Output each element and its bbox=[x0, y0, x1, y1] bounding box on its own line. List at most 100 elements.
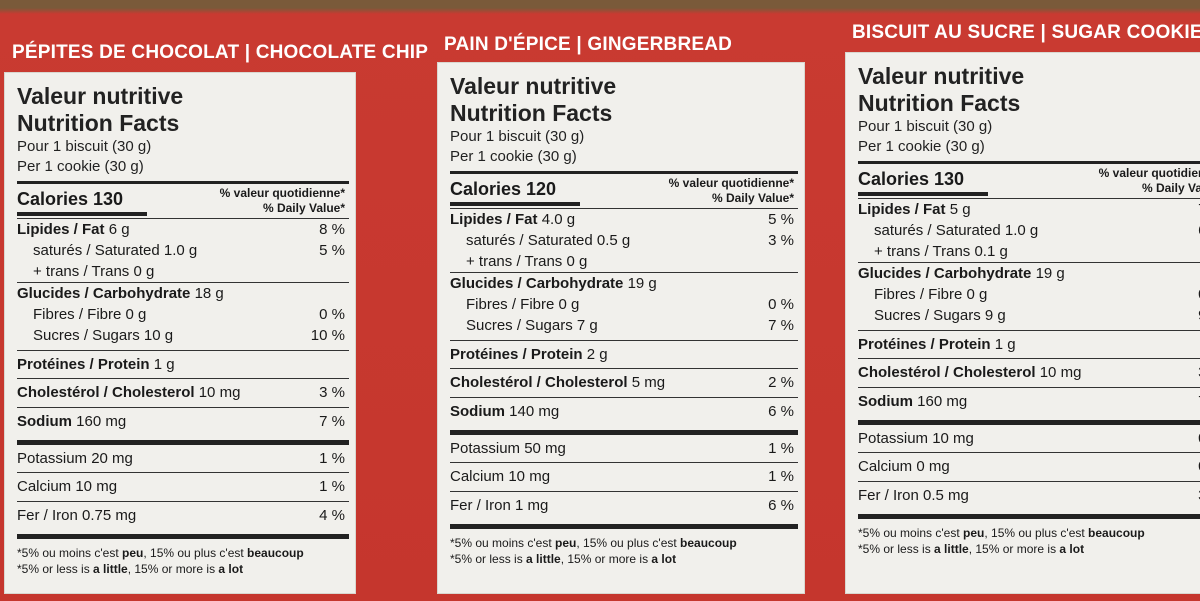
protein-row: Protéines / Protein 1 g bbox=[858, 331, 1200, 358]
flavor-label-sugar-cookie: BISCUIT AU SUCRE | SUGAR COOKIE bbox=[852, 22, 1200, 43]
fibre-row: Fibres / Fibre 0 g 0 % bbox=[858, 284, 1200, 305]
protein-label: Protéines / Protein bbox=[858, 336, 991, 353]
fat-label: Lipides / Fat bbox=[17, 221, 105, 238]
footnote-en: *5% or less is a little, 15% or more is … bbox=[450, 552, 677, 566]
cholesterol-pct: 2 % bbox=[768, 374, 794, 391]
nutrition-panel-sugar-cookie: Valeur nutritive Nutrition Facts Pour 1 … bbox=[845, 52, 1200, 594]
protein-row: Protéines / Protein 2 g bbox=[450, 341, 798, 368]
calories: Calories 120 bbox=[450, 179, 557, 199]
carb-label: Glucides / Carbohydrate bbox=[858, 265, 1032, 282]
fibre-label: Fibres / Fibre 0 g bbox=[466, 296, 580, 313]
cholesterol-label: Cholestérol / Cholesterol bbox=[858, 364, 1036, 381]
divider bbox=[450, 340, 798, 341]
carb-row: Glucides / Carbohydrate 19 g bbox=[858, 263, 1200, 284]
title-en: Nutrition Facts bbox=[17, 110, 180, 136]
flavor-label-chocolate-chip: PÉPITES DE CHOCOLAT | CHOCOLATE CHIP bbox=[12, 42, 429, 63]
divider bbox=[858, 452, 1200, 453]
title-en: Nutrition Facts bbox=[858, 90, 1021, 116]
saturated-pct: 3 % bbox=[768, 232, 794, 249]
iron-label: Fer / Iron 0.75 mg bbox=[17, 507, 137, 524]
fibre-row: Fibres / Fibre 0 g 0 % bbox=[17, 304, 349, 325]
sodium-pct: 6 % bbox=[768, 403, 794, 420]
dv-fr: % valeur quotidienne* bbox=[1098, 166, 1200, 180]
flavor-label-gingerbread: PAIN D'ÉPICE | GINGERBREAD bbox=[444, 34, 733, 55]
dv-en: % Daily Value* bbox=[1141, 181, 1200, 195]
nutrition-panel-gingerbread: Valeur nutritive Nutrition Facts Pour 1 … bbox=[437, 62, 805, 594]
divider bbox=[858, 358, 1200, 359]
protein-amount: 1 g bbox=[994, 336, 1016, 353]
footnote-fr: *5% ou moins c'est peu, 15% ou plus c'es… bbox=[858, 526, 1145, 540]
calcium-row: Calcium 10 mg 1 % bbox=[17, 473, 349, 501]
iron-pct: 4 % bbox=[319, 507, 345, 524]
dv-fr: % valeur quotidienne* bbox=[219, 186, 345, 200]
dv-en: % Daily Value* bbox=[262, 201, 345, 215]
fibre-pct: 0 % bbox=[1198, 284, 1200, 305]
trans-row: + trans / Trans 0 g bbox=[466, 253, 588, 270]
carb-amount: 19 g bbox=[1035, 265, 1065, 282]
fibre-label: Fibres / Fibre 0 g bbox=[33, 306, 147, 323]
footnote-en: *5% or less is a little, 15% or more is … bbox=[858, 542, 1085, 556]
calories-row: Calories 130 % valeur quotidienne* % Dai… bbox=[858, 164, 1200, 198]
title-fr: Valeur nutritive bbox=[450, 73, 617, 99]
nutrition-panel-chocolate-chip: Valeur nutritive Nutrition Facts Pour 1 … bbox=[4, 72, 356, 594]
potassium-pct: 1 % bbox=[319, 450, 345, 467]
fat-pct: 8 % bbox=[319, 221, 345, 238]
potassium-label: Potassium 50 mg bbox=[450, 440, 566, 457]
fat-row: Lipides / Fat 6 g 8 % bbox=[17, 219, 349, 240]
sodium-label: Sodium bbox=[858, 393, 913, 410]
sodium-label: Sodium bbox=[450, 403, 505, 420]
divider bbox=[17, 407, 349, 408]
carb-amount: 18 g bbox=[194, 285, 224, 302]
saturated-label: saturés / Saturated 1.0 g bbox=[874, 222, 1039, 239]
divider bbox=[450, 397, 798, 398]
divider bbox=[858, 420, 1200, 425]
calcium-label: Calcium 10 mg bbox=[17, 478, 118, 495]
protein-label: Protéines / Protein bbox=[17, 356, 150, 373]
saturated-label: saturés / Saturated 0.5 g bbox=[466, 232, 631, 249]
divider bbox=[17, 501, 349, 502]
fibre-pct: 0 % bbox=[768, 296, 794, 313]
sodium-row: Sodium 140 mg 6 % bbox=[450, 398, 798, 426]
saturated-pct: 6 % bbox=[1198, 220, 1200, 241]
potassium-row: Potassium 10 mg 0 % bbox=[858, 425, 1200, 452]
protein-amount: 1 g bbox=[153, 356, 175, 373]
cholesterol-row: Cholestérol / Cholesterol 5 mg 2 % bbox=[450, 369, 798, 397]
title-en: Nutrition Facts bbox=[450, 100, 613, 126]
sugars-pct: 7 % bbox=[768, 317, 794, 334]
sodium-pct: 7 % bbox=[319, 413, 345, 430]
carb-label: Glucides / Carbohydrate bbox=[450, 275, 624, 292]
cholesterol-label: Cholestérol / Cholesterol bbox=[17, 384, 195, 401]
carb-row: Glucides / Carbohydrate 18 g bbox=[17, 283, 349, 304]
iron-label: Fer / Iron 0.5 mg bbox=[858, 487, 969, 504]
sugars-label: Sucres / Sugars 9 g bbox=[874, 307, 1006, 324]
divider bbox=[450, 368, 798, 369]
divider bbox=[450, 430, 798, 435]
footnote-en: *5% or less is a little, 15% or more is … bbox=[17, 562, 244, 576]
protein-amount: 2 g bbox=[586, 346, 608, 363]
cholesterol-amount: 10 mg bbox=[198, 384, 241, 401]
sugars-row: Sucres / Sugars 7 g 7 % bbox=[450, 315, 798, 336]
iron-pct: 3 % bbox=[1198, 482, 1200, 510]
carb-amount: 19 g bbox=[627, 275, 657, 292]
carb-row: Glucides / Carbohydrate 19 g bbox=[450, 273, 798, 294]
divider bbox=[858, 514, 1200, 519]
protein-label: Protéines / Protein bbox=[450, 346, 583, 363]
protein-row: Protéines / Protein 1 g bbox=[17, 351, 349, 378]
sodium-row: Sodium 160 mg 7 % bbox=[17, 408, 349, 436]
sodium-row: Sodium 160 mg 7 % bbox=[858, 388, 1200, 416]
sodium-label: Sodium bbox=[17, 413, 72, 430]
fat-amount: 6 g bbox=[108, 221, 130, 238]
serving-fr: Pour 1 biscuit (30 g) bbox=[858, 118, 993, 135]
fat-amount: 4.0 g bbox=[541, 211, 576, 228]
fat-label: Lipides / Fat bbox=[858, 201, 946, 218]
cholesterol-row: Cholestérol / Cholesterol 10 mg 3 % bbox=[17, 379, 349, 407]
divider bbox=[17, 282, 349, 283]
divider bbox=[858, 161, 1200, 164]
serving-fr: Pour 1 biscuit (30 g) bbox=[17, 138, 152, 155]
daily-value-header: % valeur quotidienne* % Daily Value* bbox=[669, 176, 794, 206]
cholesterol-amount: 5 mg bbox=[631, 374, 666, 391]
calories: Calories 130 bbox=[17, 189, 124, 209]
cholesterol-pct: 3 % bbox=[1198, 359, 1200, 387]
saturated-label: saturés / Saturated 1.0 g bbox=[33, 242, 198, 259]
footnote-fr: *5% ou moins c'est peu, 15% ou plus c'es… bbox=[450, 536, 737, 550]
